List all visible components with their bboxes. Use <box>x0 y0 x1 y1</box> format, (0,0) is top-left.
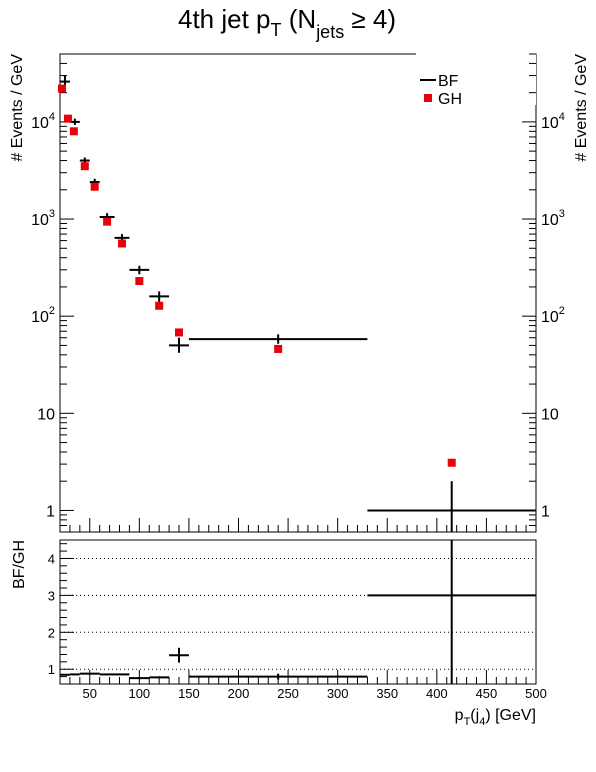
y-tick-label-left: 102 <box>31 305 55 326</box>
gh-point <box>90 182 99 191</box>
title-main: 4th jet p <box>178 4 271 34</box>
y-tick-label-right: 1 <box>541 503 550 520</box>
x-tick-label: 350 <box>376 686 398 701</box>
bf-point <box>367 481 536 532</box>
ratio-point <box>149 676 170 679</box>
ratio-point <box>79 672 90 675</box>
gh-point <box>63 114 72 123</box>
y-tick-base: 10 <box>541 309 559 326</box>
ratio-point <box>99 673 115 676</box>
xlabel-sub-4: 4 <box>479 716 485 728</box>
bf-point <box>129 265 150 275</box>
title-sub-jets: jets <box>315 22 344 42</box>
y-tick-exponent: 2 <box>49 305 55 317</box>
y-tick-base: 10 <box>541 115 559 132</box>
ratio-point <box>188 673 368 680</box>
xlabel-end: ) [GeV] <box>485 707 536 724</box>
bf-point <box>149 291 170 302</box>
y-tick-base: 10 <box>541 212 559 229</box>
y-tick-exponent: 2 <box>559 305 565 317</box>
legend: BF GH <box>416 45 536 108</box>
chart-title: 4th jet pT (Njets ≥ 4) <box>178 4 396 42</box>
x-tick-label: 250 <box>277 686 299 701</box>
ratio-y-axis: 1 2 3 4 <box>48 543 74 685</box>
legend-gh-symbol <box>424 94 432 102</box>
upper-ylabel-left: # Events / GeV <box>9 54 26 162</box>
ratio-y-tick-label: 1 <box>48 662 55 677</box>
ratio-grid-lines <box>60 557 536 670</box>
ratio-y-tick-label: 2 <box>48 625 55 640</box>
ratio-point <box>114 673 130 676</box>
y-tick-label-right: 104 <box>541 111 565 132</box>
x-tick-label: 500 <box>525 686 547 701</box>
title-sub-t: T <box>271 20 282 40</box>
gh-point <box>155 301 164 310</box>
x-tick-label: 200 <box>228 686 250 701</box>
y-tick-exponent: 3 <box>49 208 55 220</box>
ratio-point <box>169 647 189 663</box>
gh-point <box>117 239 126 248</box>
bf-series <box>60 75 536 532</box>
legend-mask <box>416 45 536 105</box>
bf-point <box>169 337 189 353</box>
y-tick-exponent: 4 <box>49 111 55 123</box>
x-tick-label: 400 <box>426 686 448 701</box>
ratio-point <box>367 540 536 684</box>
legend-gh-label: GH <box>438 91 462 108</box>
y-tick-exponent: 3 <box>559 208 565 220</box>
ratio-y-tick-label: 3 <box>48 588 55 603</box>
bf-point <box>188 334 368 344</box>
gh-point <box>447 458 456 467</box>
gh-point <box>103 217 112 226</box>
upper-plot-frame <box>59 53 537 533</box>
y-tick-label-left: 104 <box>31 111 55 132</box>
y-tick-label-left: 1 <box>46 503 55 520</box>
y-tick-label-right: 103 <box>541 208 565 229</box>
y-tick-base: 1 <box>46 503 55 520</box>
x-tick-label: 50 <box>83 686 97 701</box>
ratio-point <box>129 676 150 680</box>
gh-point <box>69 127 78 136</box>
x-axis-ticks: 50 100 150 200 250 300 350 400 450 500 <box>59 518 547 701</box>
ratio-point <box>60 673 70 676</box>
xlabel-mid: (j <box>470 707 479 724</box>
x-tick-label: 300 <box>327 686 349 701</box>
ratio-ylabel: BF/GH <box>11 540 28 589</box>
xlabel-sub-t: T <box>464 716 471 728</box>
y-tick-label-right: 102 <box>541 305 565 326</box>
upper-ylabel-right: # Events / GeV <box>573 54 590 162</box>
y-tick-label-right: 10 <box>541 406 559 423</box>
ratio-point <box>89 672 100 675</box>
ratio-y-tick-label: 4 <box>48 551 55 566</box>
gh-series <box>57 84 456 467</box>
title-open: (N <box>282 4 317 34</box>
ratio-series <box>60 540 536 684</box>
y-tick-base: 10 <box>31 212 49 229</box>
y-tick-base: 10 <box>541 406 559 423</box>
xlabel-main: p <box>455 707 464 724</box>
ratio-plot-frame <box>59 539 537 685</box>
gh-point <box>135 277 144 286</box>
y-tick-base: 10 <box>31 115 49 132</box>
x-tick-label: 450 <box>476 686 498 701</box>
y-tick-base: 10 <box>31 309 49 326</box>
y-tick-exponent: 4 <box>559 111 565 123</box>
gh-point <box>274 344 283 353</box>
y-tick-base: 1 <box>541 503 550 520</box>
title-rest: ≥ 4) <box>344 4 396 34</box>
gh-point <box>175 328 183 337</box>
gh-point <box>80 162 89 171</box>
gh-point <box>57 84 66 93</box>
legend-bf-label: BF <box>438 73 459 90</box>
y-tick-label-left: 103 <box>31 208 55 229</box>
x-tick-label: 100 <box>128 686 150 701</box>
x-axis-title: pT(j4) [GeV] <box>455 707 536 728</box>
y-tick-base: 10 <box>37 406 55 423</box>
y-tick-label-left: 10 <box>37 406 55 423</box>
ratio-point <box>69 673 80 676</box>
x-tick-label: 150 <box>178 686 200 701</box>
